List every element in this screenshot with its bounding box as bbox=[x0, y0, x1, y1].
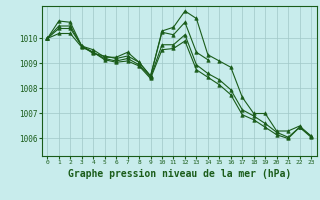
X-axis label: Graphe pression niveau de la mer (hPa): Graphe pression niveau de la mer (hPa) bbox=[68, 169, 291, 179]
